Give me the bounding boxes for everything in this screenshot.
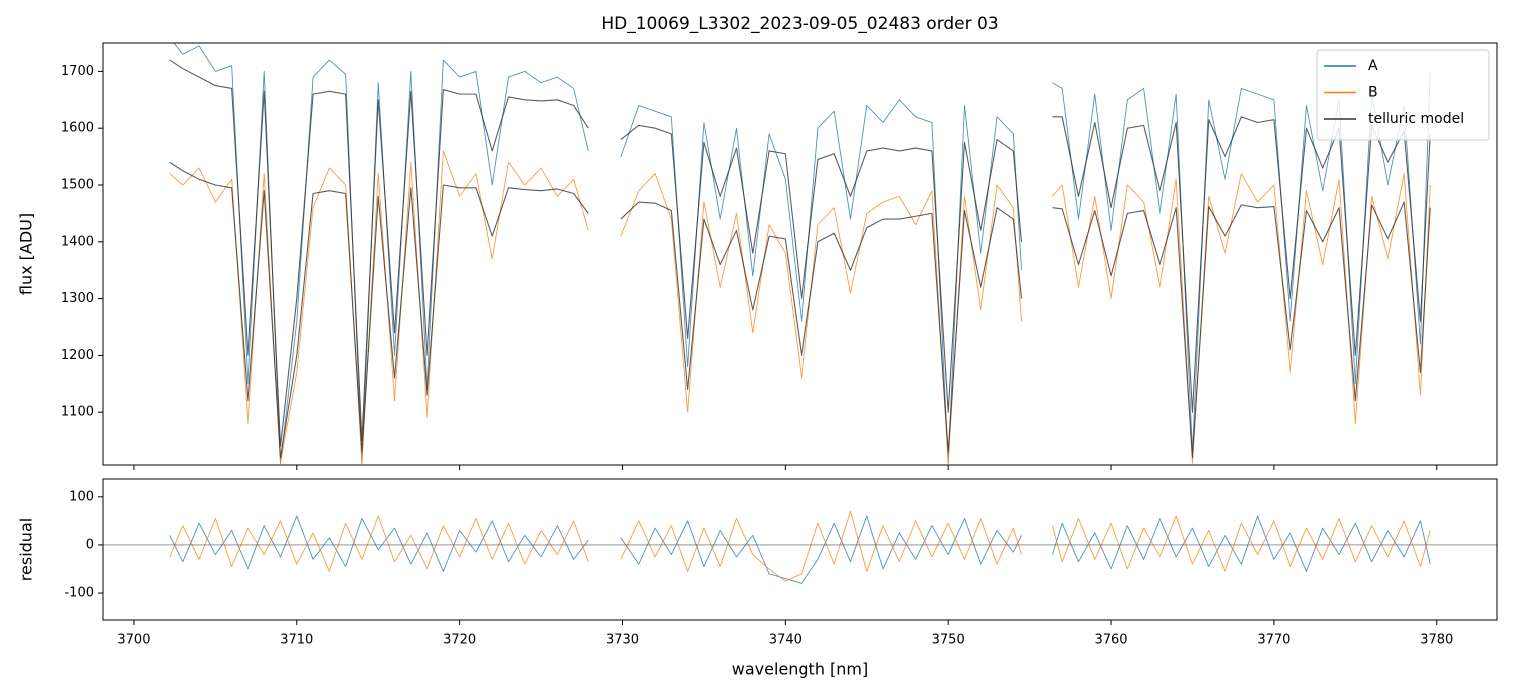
data-line (169, 510, 1431, 582)
y-axis-label: flux [ADU] (17, 213, 36, 295)
legend-box (1316, 49, 1490, 141)
x-axis-label: wavelength [nm] (732, 660, 869, 679)
chart-title: HD_10069_L3302_2023-09-05_02483 order 03 (601, 14, 998, 34)
y-tick-label: 1100 (61, 405, 94, 420)
legend-label: A (1368, 58, 1378, 74)
y-tick-label: 0 (86, 537, 94, 552)
data-line (169, 515, 1431, 584)
x-tick-label: 3740 (769, 633, 802, 648)
legend-label: telluric model (1368, 111, 1464, 127)
y-tick-label: 1700 (61, 64, 94, 79)
y-tick-label: 1400 (61, 234, 94, 249)
axes-frame (102, 42, 1498, 466)
x-tick-label: 3710 (280, 633, 313, 648)
model-line (169, 161, 1431, 459)
y-tick-label: 100 (69, 489, 94, 504)
plot-area (169, 43, 1431, 464)
y-tick-label: 1600 (61, 121, 94, 136)
y-axis-label: residual (17, 518, 36, 581)
y-tick-label: 1500 (61, 177, 94, 192)
x-tick-label: 3760 (1094, 633, 1127, 648)
axes-frame (102, 478, 1498, 621)
x-tick-label: 3770 (1257, 633, 1290, 648)
y-tick-label: 1300 (61, 291, 94, 306)
legend-label: B (1368, 85, 1378, 101)
y-tick-label: -100 (64, 586, 94, 601)
x-tick-label: 3730 (606, 633, 639, 648)
x-tick-label: 3750 (932, 633, 965, 648)
y-tick-label: 1200 (61, 348, 94, 363)
x-tick-label: 3780 (1420, 633, 1453, 648)
x-tick-label: 3700 (117, 633, 150, 648)
plot-area (103, 510, 1497, 584)
x-tick-label: 3720 (443, 633, 476, 648)
